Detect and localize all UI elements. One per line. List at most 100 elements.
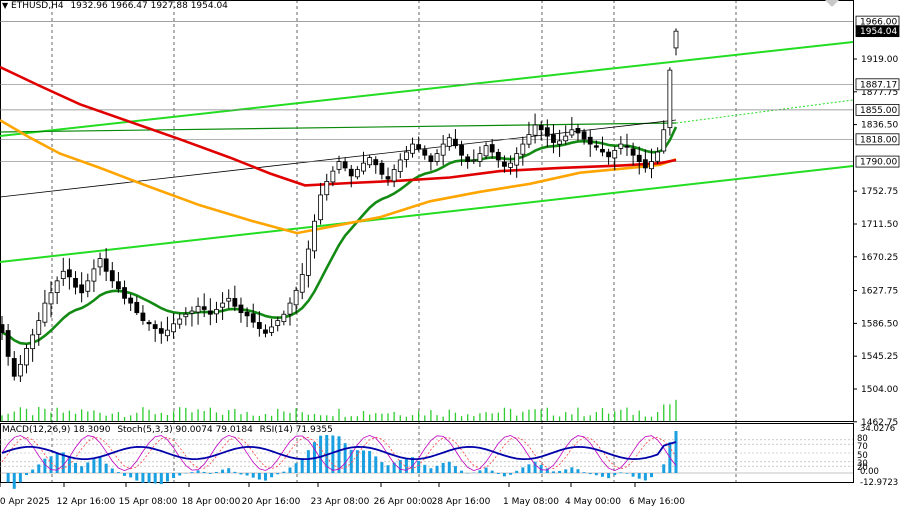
horizontal-levels [0,21,853,162]
candle-body [177,318,183,325]
channel-projection-line [675,99,854,124]
candle-body [440,143,446,156]
candle-body [354,169,360,178]
candle-body [495,151,501,161]
candle-body [152,324,158,329]
candle-body [195,305,201,313]
candle-body [593,145,599,148]
candle-body [48,292,54,305]
candle-body [238,304,244,314]
candle-body [624,145,630,148]
time-tick-label: 20 Apr 16:00 [242,497,301,507]
candle-body [158,328,164,334]
candle-body [293,289,299,306]
scroll-marker-icon[interactable] [825,0,839,7]
candle-body [318,194,324,221]
candle-body [471,159,477,162]
candle-body [446,137,452,147]
price-tick-label: 1586.50 [861,319,898,329]
price-tick-label: 1504.00 [861,385,898,395]
time-tick-label: 18 Apr 00:00 [182,497,241,507]
candle-body [667,69,673,129]
trend-line [0,119,677,198]
candle-body [612,150,618,159]
indicator-axis-label: 0.00 [860,467,879,477]
candle-body [226,297,232,302]
level-price-label: 1790.00 [860,158,897,168]
candle-body [330,170,336,183]
price-tick-label: 1711.50 [861,220,898,230]
candle-body [606,151,611,158]
candle-body [281,313,287,323]
candle-body [91,268,97,282]
time-tick-label: 10 Apr 2025 [0,497,50,507]
candle-body [428,155,434,162]
candle-body [575,128,581,134]
candle-body [30,334,36,350]
candle-body [134,301,140,314]
price-tick-label: 1752.75 [861,187,898,197]
candle-body [391,169,397,182]
candle-body [367,157,373,166]
channel-mid-line [0,122,677,133]
candle-body [220,302,225,308]
level-price-label: 1818.00 [860,135,897,145]
price-tick-label: 1462.75 [861,418,898,428]
candle-body [453,138,458,147]
candle-body [416,144,422,150]
moving-averages [0,65,678,346]
current-price-label: 1954.04 [860,27,897,37]
price-marker-box [855,25,900,38]
stoch-label: Stoch(5,3,3) 90.0074 79.0184 [117,425,253,435]
candle-body [569,129,575,136]
price-tick-label: 1670.25 [861,253,898,263]
channel-upper-line [0,41,854,137]
candle-body [165,329,170,337]
candle-body [312,220,317,252]
candle-body [544,127,550,137]
indicator-header: MACD(12,26,9) 18.3090 Stoch(5,3,3) 90.00… [2,425,333,435]
candle-body [661,129,667,152]
candle-body [128,297,134,304]
candle-body [103,258,109,272]
trend-channel [0,41,854,263]
candle-body [116,281,121,290]
indicator-axis-label: 50 [857,451,868,461]
price-marker-box [855,103,900,116]
time-tick-label: 23 Apr 08:00 [311,497,370,507]
candle-body [5,330,11,357]
indicator-axis-label: 70 [857,442,868,452]
candle-body [232,298,238,307]
symbol-label: ETHUSD,H4 [11,1,64,11]
price-tick-label: 1545.25 [861,352,898,362]
candle-body [489,144,495,153]
candle-body [140,312,146,322]
collapse-arrow-icon[interactable]: ▼ [2,1,9,10]
indicator-window [0,431,853,489]
candle-body [146,321,152,325]
candle-body [642,159,648,169]
candle-body [538,124,544,131]
price-axis: 1919.00 1877.75 1836.50 1752.75 1711.50 1670.… [853,0,900,509]
candle-body [600,148,605,153]
indicator-axis-label: 30 [857,459,868,469]
candle-body [434,153,440,162]
candle-body [502,161,507,167]
time-tick-label: 28 Apr 16:00 [432,497,491,507]
candle-body [79,284,85,294]
candle-body [649,161,654,170]
indicator-axis-label: 20 [857,463,868,473]
candle-body [361,162,366,172]
ma-mid-line [0,119,677,235]
volume-bars [1,399,677,421]
candle-body [60,270,66,279]
candle-body [67,269,72,278]
stoch-signal-line [1,436,677,470]
candle-body [171,323,176,333]
candle-body [587,136,593,145]
level-price-label: 1966.00 [860,18,897,28]
rsi-label: RSI(14) 71.9355 [259,425,333,435]
